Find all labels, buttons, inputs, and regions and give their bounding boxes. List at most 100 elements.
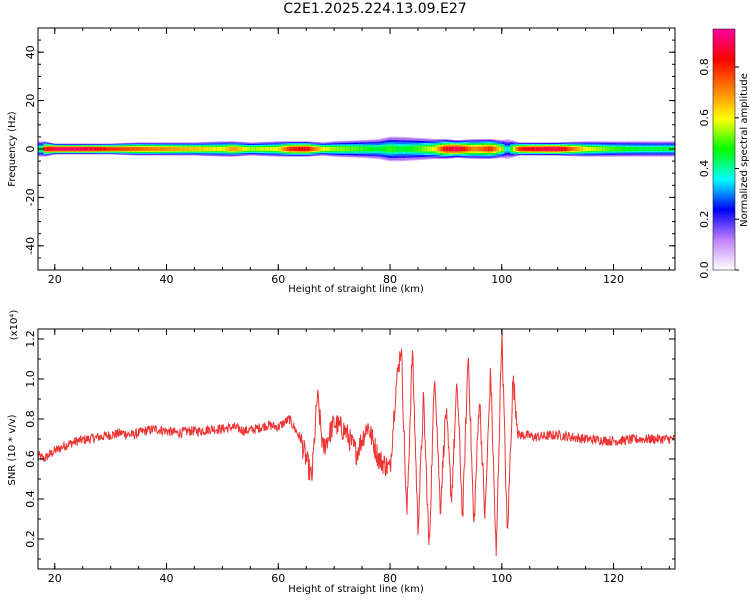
spectrogram-cell — [404, 146, 408, 152]
spectrogram-cell — [306, 146, 310, 152]
spectrogram-cell — [554, 147, 559, 151]
snr-background — [38, 329, 675, 569]
spectrogram-cell — [666, 146, 670, 152]
spectrogram-cell — [186, 147, 190, 151]
spectrogram-cell — [387, 146, 391, 152]
spectrogram-cell — [390, 146, 394, 152]
spectrogram-cell — [515, 147, 519, 151]
spectrogram-cell — [334, 146, 338, 152]
spectrogram-cell — [498, 146, 503, 152]
spectrogram-cell — [130, 147, 134, 151]
spectrogram-cell — [652, 146, 656, 152]
spectrogram-cell — [289, 146, 293, 152]
spectrogram-cell — [216, 146, 220, 152]
spectrogram-cell — [267, 147, 271, 151]
snr-x-tick-label: 20 — [48, 572, 62, 585]
colorbar-tick-label: 0.0 — [698, 261, 711, 279]
spectrogram-cell — [297, 146, 302, 152]
spectrogram-cell — [141, 147, 145, 151]
snr-x-axis-label: Height of straight line (km) — [288, 584, 424, 595]
spectrogram-cell — [429, 146, 433, 152]
spectrogram-cell — [476, 146, 480, 152]
spectrogram-cell — [431, 146, 436, 152]
spectrogram-cell — [457, 146, 461, 152]
spectrogram-cell — [68, 147, 72, 151]
spectrogram-y-tick-label: 40 — [24, 45, 37, 59]
spectrogram-cell — [160, 147, 165, 151]
chart-title: C2E1.2025.224.13.09.E27 — [283, 1, 467, 17]
spectrogram-cell — [247, 147, 251, 151]
spectrogram-cell — [222, 146, 226, 152]
spectrogram-cell — [571, 147, 575, 151]
spectrogram-cell — [378, 146, 383, 152]
spectrogram-cell — [77, 147, 81, 151]
spectrogram-cell — [568, 147, 573, 151]
spectrogram-cell — [149, 147, 153, 151]
spectrogram-cell — [163, 147, 167, 151]
colorbar-frame — [712, 28, 736, 271]
spectrogram-cell — [417, 146, 422, 152]
spectrogram-cell — [451, 146, 455, 152]
spectrogram-cell — [336, 146, 341, 152]
spectrogram-cell — [208, 147, 212, 151]
spectrogram-y-tick-label: -40 — [24, 237, 37, 255]
colorbar-tick-label: 0.8 — [698, 58, 711, 76]
spectrogram-cell — [437, 146, 441, 152]
spectrogram-cell — [420, 146, 424, 152]
spectrogram-cell — [155, 147, 159, 151]
spectrogram-cell — [144, 147, 148, 151]
colorbar-label: Normalized spectral amplitude — [739, 73, 750, 227]
spectrogram-cell — [49, 147, 53, 151]
spectrogram-cell — [152, 147, 156, 151]
spectrogram-x-tick-label: 100 — [491, 273, 512, 286]
spectrogram-cell — [566, 147, 570, 151]
spectrogram-cell — [641, 146, 645, 152]
spectrogram-cell — [607, 146, 612, 152]
spectrogram-panel: 20 40 60 80 100 120 -40 -20 0 20 40 Height of stra… — [7, 27, 676, 295]
spectrogram-cell — [487, 146, 491, 152]
spectrogram-cell — [194, 147, 198, 151]
spectrogram-cell — [647, 146, 651, 152]
spectrogram-cell — [105, 147, 109, 151]
spectrogram-cell — [593, 146, 598, 152]
spectrogram-cell — [342, 146, 346, 152]
spectrogram-cell — [610, 146, 614, 152]
spectrogram-cell — [616, 146, 620, 152]
spectrogram-cell — [663, 146, 668, 152]
spectrogram-cell — [121, 147, 126, 151]
snr-ticks: 20 40 60 80 100 120 0.2 0.4 0.6 0.8 1.0 1.2 — [24, 329, 675, 585]
spectrogram-cell — [197, 147, 201, 151]
spectrogram-cell — [253, 147, 257, 151]
snr-y-tick-label: 0.4 — [24, 490, 37, 508]
spectrogram-cell — [504, 146, 508, 152]
spectrogram-cell — [661, 146, 665, 152]
snr-series-line — [38, 330, 675, 556]
colorbar-tick-label: 0.2 — [698, 211, 711, 229]
spectrogram-cell — [188, 147, 193, 151]
snr-x-tick-label: 120 — [603, 572, 624, 585]
spectrogram-cell — [529, 147, 533, 151]
spectrogram-y-tick-label: -20 — [24, 188, 37, 206]
spectrogram-cell — [462, 146, 466, 152]
spectrogram-cell — [574, 147, 578, 151]
colorbar-tick-label: 0.6 — [698, 109, 711, 127]
spectrogram-y-tick-label: 20 — [24, 94, 37, 108]
spectrogram-cell — [627, 146, 631, 152]
spectrogram-cell — [353, 146, 357, 152]
spectrogram-cell — [526, 147, 531, 151]
spectrogram-cell — [624, 146, 628, 152]
spectrogram-cell — [227, 146, 232, 152]
spectrogram-cell — [644, 146, 648, 152]
spectrogram-cell — [485, 146, 489, 152]
spectrogram-cell — [443, 146, 447, 152]
spectrogram-y-tick-label: 0 — [24, 146, 37, 153]
spectrogram-cell — [57, 147, 61, 151]
spectrogram-cell — [85, 147, 89, 151]
spectrogram-cell — [535, 147, 539, 151]
spectrogram-cell — [524, 147, 528, 151]
spectrogram-cell — [362, 146, 366, 152]
spectrogram-cell — [174, 147, 179, 151]
spectrogram-cell — [200, 147, 204, 151]
spectrogram-cell — [132, 147, 137, 151]
spectrogram-cell — [560, 147, 564, 151]
